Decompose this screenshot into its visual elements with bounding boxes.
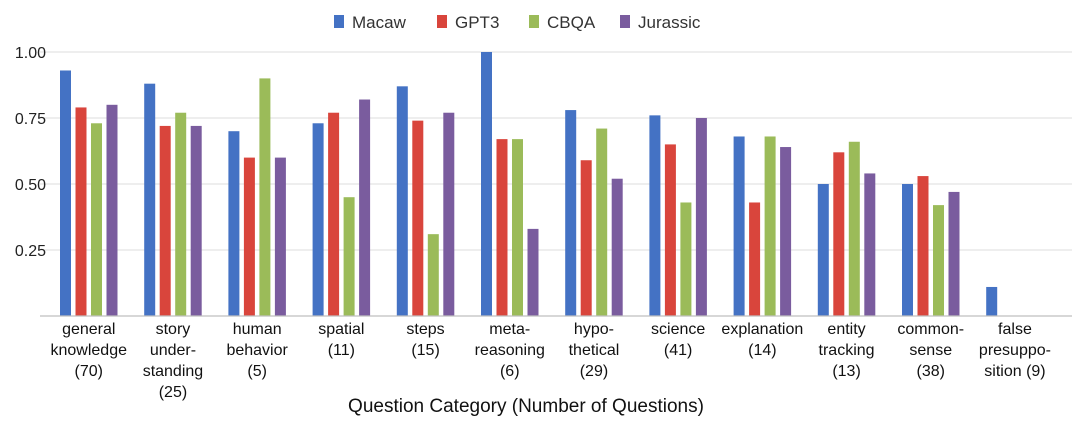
bar-gpt3 [664, 144, 676, 316]
bar-jurassic [527, 228, 539, 316]
category-label: spatial (11) [318, 321, 364, 359]
bar-jurassic [106, 104, 118, 316]
y-tick-label: 0.50 [15, 177, 46, 194]
y-axis-ticks: 0.25 0.50 0.75 1.00 [15, 45, 46, 260]
bar-jurassic [190, 125, 202, 316]
legend-swatch [620, 15, 630, 28]
bar-macaw [733, 136, 745, 316]
y-tick-label: 0.75 [15, 111, 46, 128]
bar-macaw [902, 184, 913, 316]
category-label: explanation (14) [721, 321, 803, 359]
bar-gpt3 [833, 152, 845, 316]
bar-macaw [60, 70, 71, 316]
gridlines [40, 51, 1072, 251]
bar-macaw [986, 286, 998, 316]
legend-swatch [529, 15, 539, 28]
bar-cbqa [764, 136, 776, 316]
x-axis-category-labels: general knowledge (70) story under-standing(… [51, 321, 1051, 401]
bar-cbqa [259, 78, 271, 317]
category-label: steps (15) [406, 321, 444, 359]
category-label: science (41) [651, 321, 705, 359]
category-label: entity tracking (13) [819, 321, 875, 380]
y-tick-label: 1.00 [15, 45, 46, 62]
legend-swatch [334, 15, 344, 28]
bar-cbqa [343, 197, 355, 316]
category-label: hypo-thetical (29) [569, 321, 620, 380]
bar-cbqa [91, 123, 102, 316]
bar-macaw [228, 131, 240, 316]
legend-label: CBQA [547, 13, 596, 32]
bar-macaw [312, 123, 324, 316]
bar-jurassic [611, 178, 623, 316]
legend: Macaw GPT3 CBQA Jurassic [334, 13, 701, 32]
legend-label: GPT3 [455, 13, 499, 32]
legend-swatch [437, 15, 447, 28]
bar-cbqa [680, 202, 692, 316]
category-label: story under-standing (25) [143, 321, 204, 401]
bar-macaw [565, 110, 577, 316]
bar-gpt3 [159, 125, 171, 316]
bar-macaw [144, 83, 156, 317]
bar-macaw [396, 86, 408, 316]
bar-jurassic [780, 147, 792, 316]
bar-jurassic [443, 112, 455, 316]
bar-macaw [481, 52, 492, 316]
bar-gpt3 [412, 120, 424, 316]
category-label: common-sense (38) [897, 321, 964, 380]
bar-jurassic [864, 173, 876, 316]
bar-gpt3 [496, 139, 508, 316]
category-label: false presuppo-sition (9) [979, 321, 1051, 380]
bar-gpt3 [75, 107, 87, 316]
bar-gpt3 [917, 176, 929, 316]
bar-cbqa [596, 128, 608, 316]
legend-label: Jurassic [638, 13, 701, 32]
category-label: meta-reasoning (6) [475, 321, 545, 380]
bar-gpt3 [328, 112, 340, 316]
bar-cbqa [427, 234, 439, 316]
bar-gpt3 [243, 157, 255, 316]
legend-label: Macaw [352, 13, 407, 32]
category-label: general knowledge (70) [51, 321, 128, 380]
bar-cbqa [175, 112, 187, 316]
y-tick-label: 0.25 [15, 243, 46, 260]
x-axis-title: Question Category (Number of Questions) [348, 396, 704, 417]
bar-cbqa [848, 141, 860, 316]
bar-macaw [649, 115, 661, 316]
category-label: human behavior (5) [226, 321, 288, 380]
bar-cbqa [512, 139, 523, 316]
bar-gpt3 [749, 202, 761, 316]
bar-macaw [817, 184, 829, 316]
bar-jurassic [274, 157, 286, 316]
bar-cbqa [933, 205, 944, 316]
bar-jurassic [359, 99, 371, 317]
bar-jurassic [695, 118, 707, 316]
bar-gpt3 [580, 160, 592, 316]
bars [60, 52, 998, 317]
bar-jurassic [948, 191, 960, 316]
